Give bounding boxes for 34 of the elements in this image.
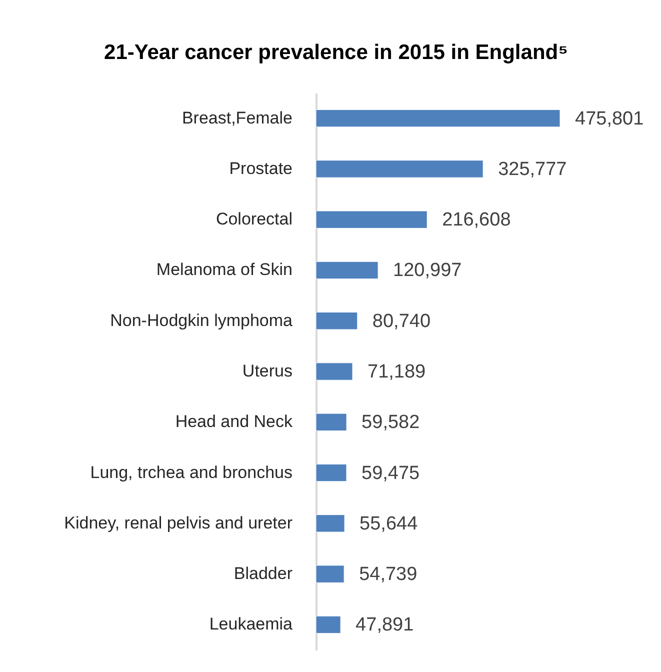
y-tick-label: Uterus xyxy=(242,362,292,380)
data-label: 55,644 xyxy=(360,513,418,534)
data-label: 71,189 xyxy=(368,362,426,382)
bar xyxy=(316,210,428,228)
bar xyxy=(316,312,358,330)
data-label: 80,740 xyxy=(372,310,431,332)
y-tick-label: Lung, trchea and bronchus xyxy=(90,462,292,482)
bar xyxy=(316,616,341,634)
chart-title: 21-Year cancer prevalence in 2015 in England⁵ xyxy=(104,41,568,64)
bar xyxy=(316,362,353,380)
bar xyxy=(316,160,484,178)
data-label: 325,777 xyxy=(498,158,567,180)
y-tick-label: Melanoma of Skin xyxy=(156,260,292,280)
bar xyxy=(316,464,347,482)
y-tick-label: Head and Neck xyxy=(175,412,293,432)
data-label: 54,739 xyxy=(359,564,418,586)
y-tick-label: Kidney, renal pelvis and ureter xyxy=(64,513,293,532)
y-tick-label: Non-Hodgkin lymphoma xyxy=(110,310,294,330)
data-label: 59,475 xyxy=(362,462,420,484)
y-tick-label: Leukaemia xyxy=(209,614,294,634)
data-label: 216,608 xyxy=(442,210,511,231)
y-tick-label: Prostate xyxy=(229,158,292,178)
y-tick-label: Colorectal xyxy=(216,210,292,229)
y-tick-label: Breast,Female xyxy=(182,108,292,128)
data-label: 59,582 xyxy=(362,412,420,434)
data-label: 47,891 xyxy=(356,614,414,636)
data-label: 120,997 xyxy=(393,260,462,282)
bar xyxy=(316,261,378,280)
data-label: 475,801 xyxy=(575,108,644,130)
bar xyxy=(316,413,347,431)
bar xyxy=(316,109,560,128)
y-tick-label: Bladder xyxy=(234,564,293,584)
bar xyxy=(316,514,345,532)
bar xyxy=(316,565,344,583)
